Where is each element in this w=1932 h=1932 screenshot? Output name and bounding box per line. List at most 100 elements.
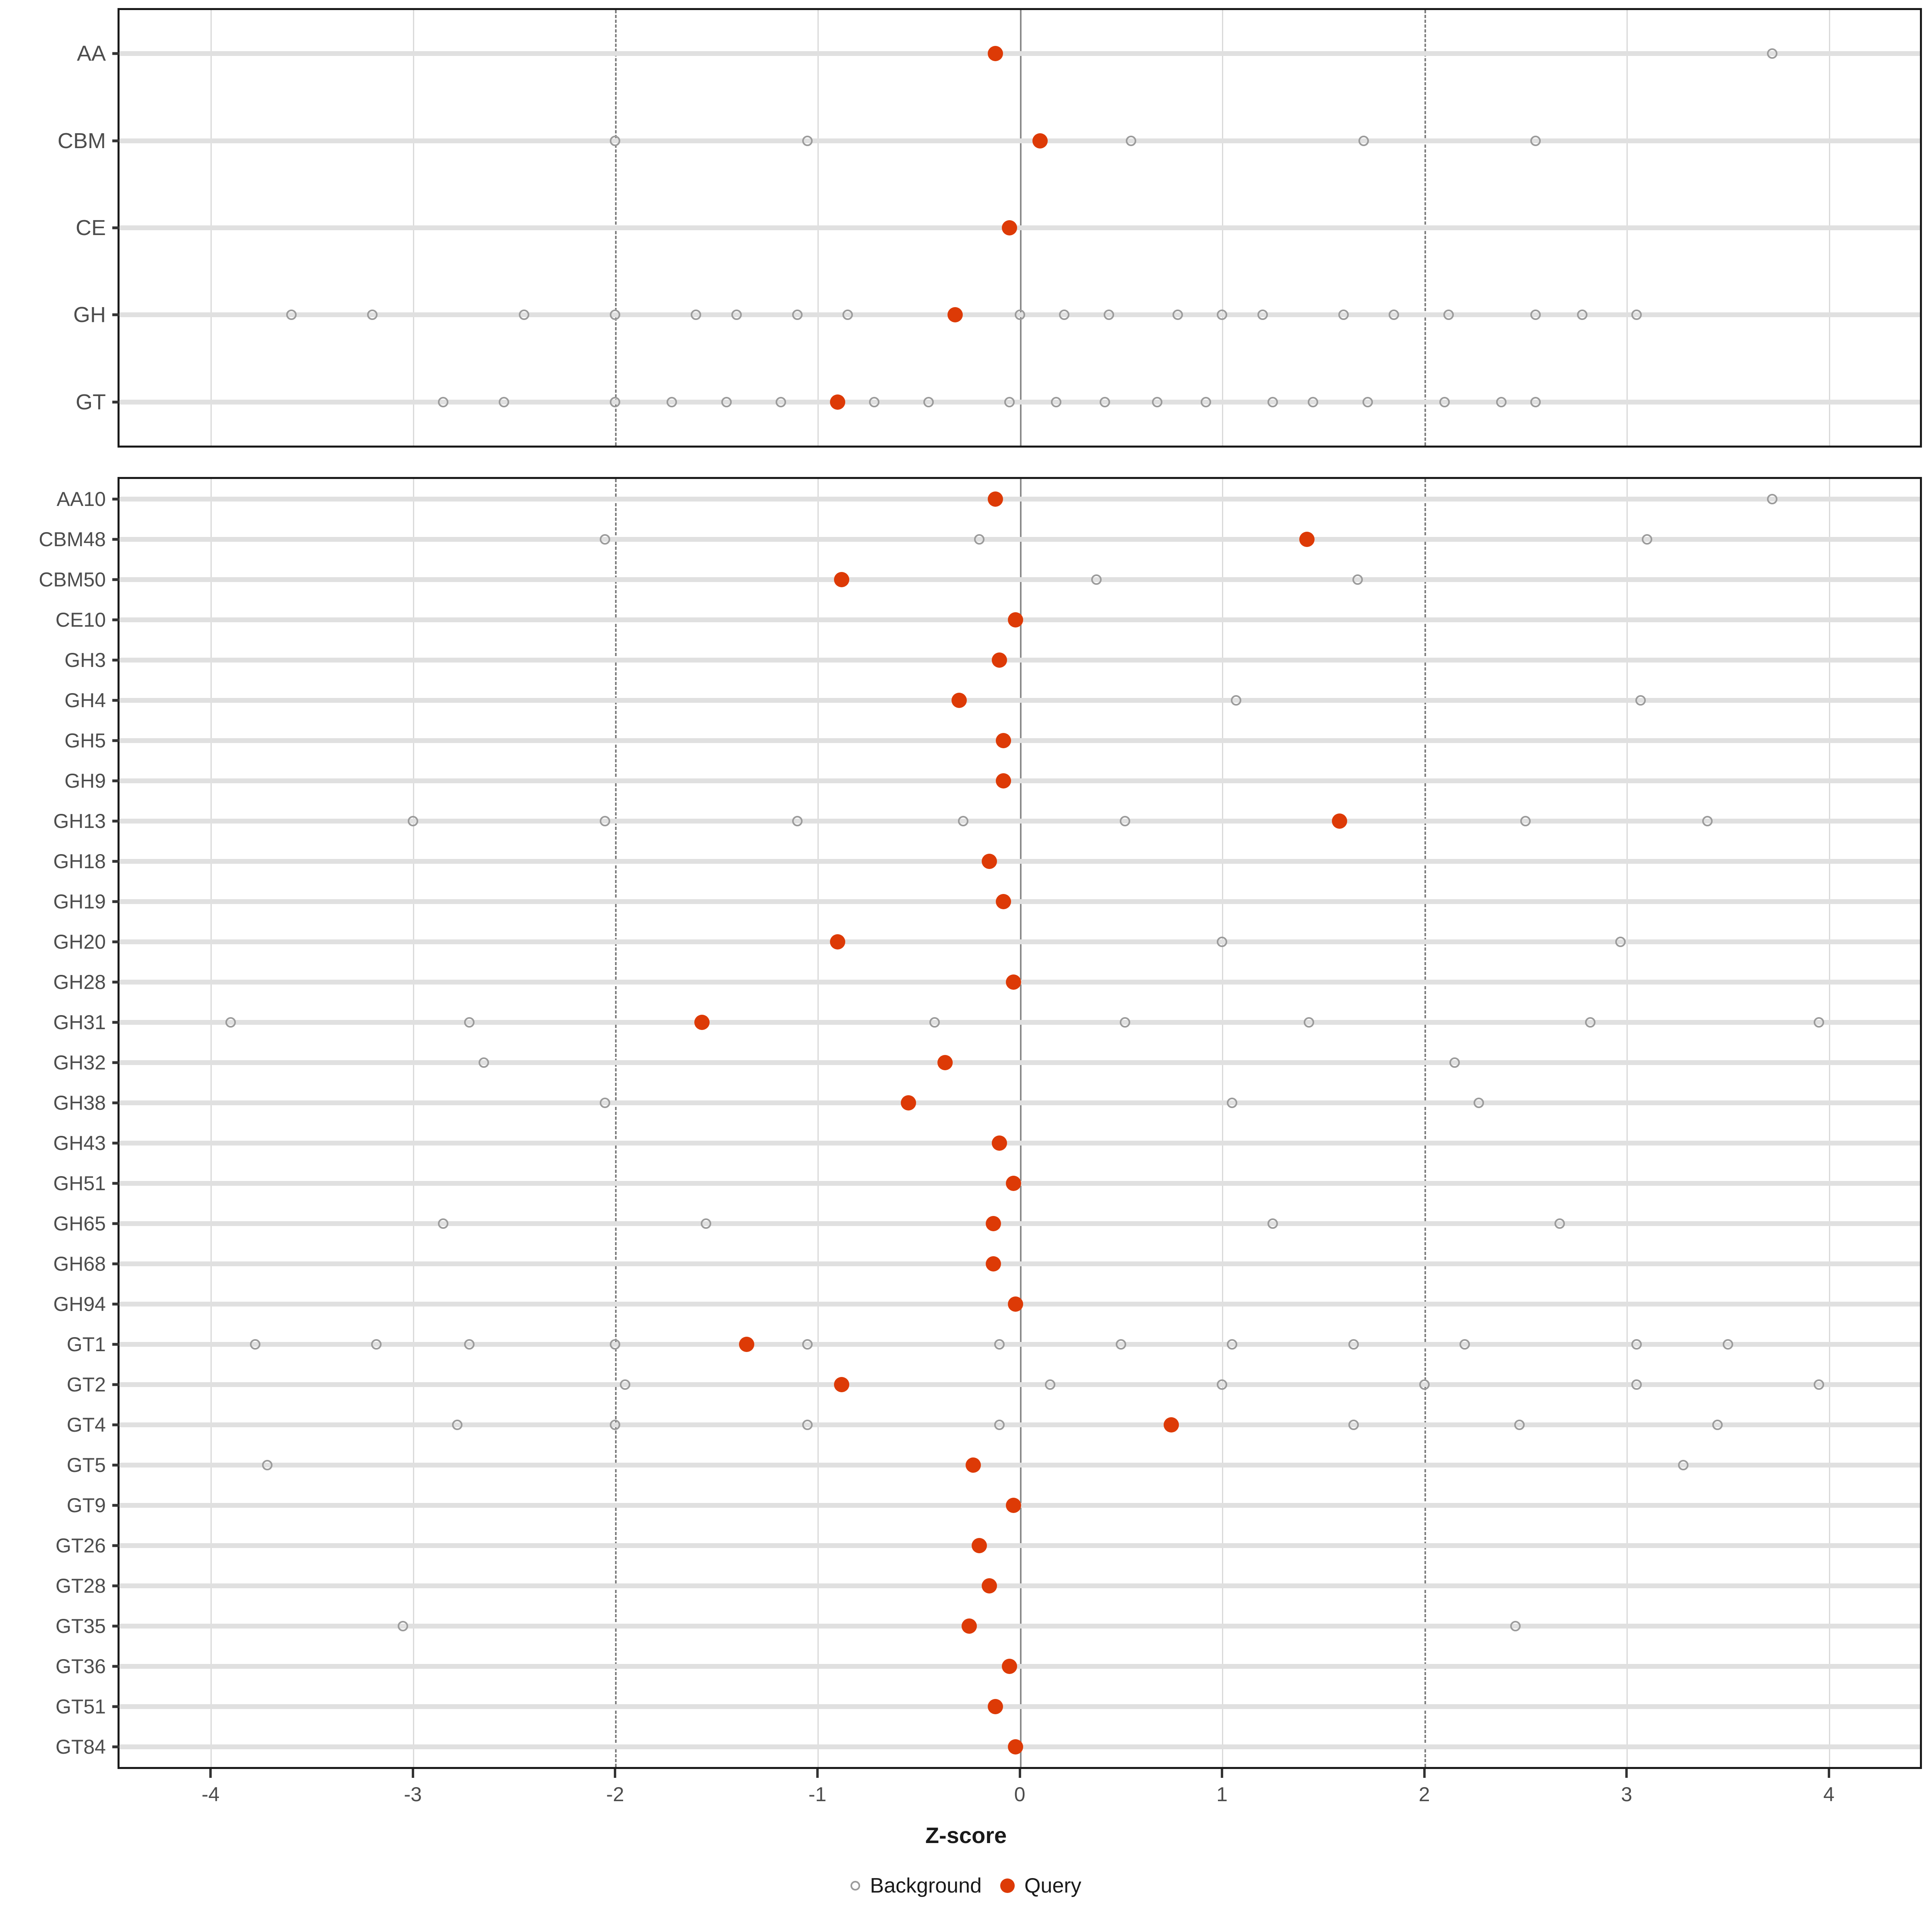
row-band-GT2 <box>120 1382 1920 1387</box>
background-point-GH65-0 <box>438 1218 449 1229</box>
background-point-GT5-0 <box>262 1460 272 1470</box>
y-tick-label-GT28: GT28 <box>55 1575 106 1597</box>
query-point-GH9-0 <box>996 773 1011 788</box>
background-point-GT1-1 <box>371 1339 382 1350</box>
x-tick-label-2: 2 <box>1418 1783 1430 1806</box>
query-point-CBM48-0 <box>1299 532 1315 547</box>
y-tick-mark-CBM50 <box>112 578 120 581</box>
query-point-AA10-0 <box>988 491 1003 507</box>
background-point-CBM-1 <box>802 135 813 146</box>
x-tick-mark-1 <box>1221 1769 1224 1778</box>
background-point-GT-4 <box>721 396 732 407</box>
row-band-GH9 <box>120 778 1920 783</box>
background-point-GH31-5 <box>1585 1017 1596 1028</box>
legend-entry-query: Query <box>1000 1874 1082 1898</box>
y-tick-label-GH65: GH65 <box>53 1212 106 1235</box>
y-tick-mark-GT5 <box>112 1463 120 1467</box>
x-tick-label-0: 0 <box>1014 1783 1026 1806</box>
background-point-GH-18 <box>1577 310 1587 320</box>
background-point-GT1-2 <box>464 1339 475 1350</box>
panel-family-level-plot-area <box>120 479 1920 1767</box>
background-point-GH31-3 <box>1119 1017 1130 1028</box>
background-point-GH-8 <box>1014 310 1025 320</box>
query-point-GH19-0 <box>996 894 1011 909</box>
background-point-CBM50-1 <box>1352 574 1363 585</box>
query-point-GH94-0 <box>1008 1296 1024 1312</box>
background-point-GH13-6 <box>1702 816 1713 826</box>
query-point-GT51-0 <box>988 1699 1003 1714</box>
background-point-GT1-7 <box>1227 1339 1238 1350</box>
background-point-GH4-0 <box>1231 695 1242 706</box>
y-tick-mark-GH13 <box>112 819 120 823</box>
y-tick-label-GH20: GH20 <box>53 931 106 953</box>
query-point-GH28-0 <box>1006 974 1022 990</box>
y-tick-label-GT26: GT26 <box>55 1534 106 1557</box>
gridline-x--3 <box>413 479 414 1767</box>
row-band-CE <box>120 225 1920 230</box>
background-point-GH13-2 <box>792 816 803 826</box>
row-band-CBM50 <box>120 577 1920 582</box>
x-tick-label--2: -2 <box>606 1783 624 1806</box>
x-tick-mark-3 <box>1625 1769 1628 1778</box>
y-tick-label-GH19: GH19 <box>53 890 106 913</box>
row-band-GT5 <box>120 1463 1920 1468</box>
y-tick-mark-GT <box>112 400 120 404</box>
panel-family-level <box>118 477 1922 1769</box>
background-point-GT-9 <box>1051 396 1061 407</box>
background-circle-icon <box>850 1881 861 1891</box>
row-band-AA <box>120 51 1920 56</box>
background-point-GH31-4 <box>1304 1017 1315 1028</box>
query-point-GH5-0 <box>996 733 1011 748</box>
background-point-GT-10 <box>1099 396 1110 407</box>
x-tick-mark--4 <box>209 1769 212 1778</box>
y-tick-mark-GT9 <box>112 1504 120 1507</box>
background-point-GT4-5 <box>1514 1420 1525 1430</box>
y-tick-mark-GH4 <box>112 699 120 702</box>
query-point-GH51-0 <box>1006 1176 1022 1191</box>
query-point-GH65-0 <box>986 1216 1001 1231</box>
row-band-AA10 <box>120 497 1920 502</box>
row-band-GT51 <box>120 1704 1920 1709</box>
y-tick-label-CE: CE <box>75 216 106 240</box>
background-point-GT-11 <box>1152 396 1163 407</box>
x-tick-mark-4 <box>1827 1769 1830 1778</box>
background-point-GH-11 <box>1172 310 1183 320</box>
y-tick-label-GT9: GT9 <box>66 1494 106 1517</box>
x-tick-mark--1 <box>816 1769 819 1778</box>
query-point-GT35-0 <box>961 1618 977 1634</box>
query-point-GH4-0 <box>951 693 967 708</box>
x-tick-label-1: 1 <box>1216 1783 1228 1806</box>
y-tick-mark-GH32 <box>112 1061 120 1064</box>
y-tick-mark-GH5 <box>112 739 120 742</box>
background-point-GT1-3 <box>610 1339 621 1350</box>
background-point-GT-7 <box>923 396 934 407</box>
gridline-x-0 <box>1020 479 1022 1767</box>
x-tick-mark-2 <box>1423 1769 1426 1778</box>
x-axis-title: Z-score <box>925 1823 1007 1848</box>
row-band-GH5 <box>120 738 1920 743</box>
background-point-GH-5 <box>731 310 742 320</box>
background-point-GT1-8 <box>1348 1339 1359 1350</box>
row-band-GT28 <box>120 1583 1920 1588</box>
y-tick-label-AA: AA <box>76 41 106 66</box>
row-band-GH31 <box>120 1020 1920 1025</box>
background-point-CBM-3 <box>1358 135 1369 146</box>
x-tick-mark-0 <box>1018 1769 1021 1778</box>
background-point-GT4-2 <box>802 1420 813 1430</box>
y-tick-mark-GT28 <box>112 1584 120 1587</box>
query-point-GH20-0 <box>830 934 846 949</box>
y-tick-label-AA10: AA10 <box>56 488 106 510</box>
background-point-GH31-2 <box>929 1017 940 1028</box>
background-point-GT-13 <box>1267 396 1278 407</box>
background-point-GT-17 <box>1496 396 1507 407</box>
y-tick-mark-GT1 <box>112 1343 120 1346</box>
query-point-GT26-0 <box>971 1538 987 1553</box>
legend-label-background: Background <box>870 1874 982 1897</box>
y-tick-label-GT84: GT84 <box>55 1736 106 1758</box>
background-point-GH-6 <box>792 310 803 320</box>
background-point-GH65-2 <box>1267 1218 1278 1229</box>
background-point-GT4-1 <box>610 1420 621 1430</box>
background-point-GT4-6 <box>1712 1420 1723 1430</box>
y-tick-label-GH18: GH18 <box>53 850 106 873</box>
query-point-GT-0 <box>830 394 846 410</box>
